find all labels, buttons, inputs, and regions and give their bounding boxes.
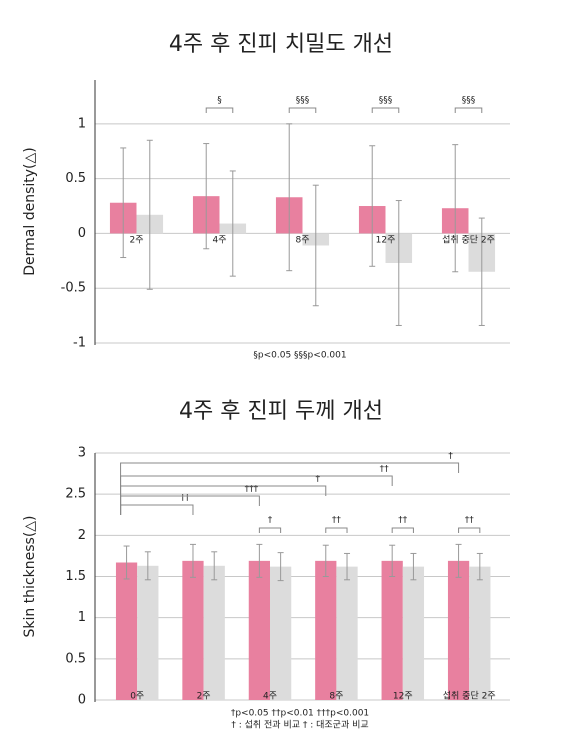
significance-bracket — [454, 107, 483, 113]
x-tick-label: 12주 — [393, 691, 413, 702]
significance-mark: §§§ — [379, 96, 393, 106]
significance-mark: †† — [180, 494, 190, 504]
y-axis-label: Skin thickness(△) — [22, 515, 38, 637]
bar — [115, 562, 138, 700]
x-tick-label: 섭취 중단 2주 — [443, 691, 496, 702]
significance-mark: †† — [398, 516, 408, 526]
significance-mark: † — [268, 516, 273, 526]
significance-mark: †† — [465, 516, 475, 526]
y-tick-label: 1 — [78, 116, 86, 131]
chart-title: 4주 후 진피 두께 개선 — [179, 399, 383, 424]
baseline-bracket — [120, 485, 327, 515]
bar — [381, 560, 403, 700]
x-tick-label: 4주 — [212, 235, 226, 246]
y-tick-label: -1 — [73, 336, 86, 351]
y-tick-label: 2.5 — [65, 487, 86, 502]
bar — [270, 566, 292, 700]
bar — [203, 565, 225, 700]
significance-mark: §§§ — [296, 96, 310, 106]
significance-bracket — [205, 107, 234, 113]
bar — [402, 566, 425, 700]
baseline-bracket — [120, 462, 460, 515]
x-tick-label: 8주 — [329, 691, 343, 702]
bar — [137, 565, 159, 700]
significance-mark: §§§ — [462, 96, 476, 106]
bar — [336, 566, 358, 700]
x-tick-label: 8주 — [295, 235, 309, 246]
significance-bracket — [258, 527, 282, 533]
significance-bracket — [325, 527, 348, 533]
y-tick-label: 0 — [78, 226, 86, 241]
footnote: †p<0.05 ††p<0.01 †††p<0.001 — [231, 709, 369, 719]
chart-title: 4주 후 진피 치밀도 개선 — [169, 32, 393, 57]
x-tick-label: 섭취 중단 2주 — [442, 235, 495, 246]
bar — [469, 566, 491, 700]
x-tick-label: 4주 — [263, 691, 277, 702]
y-tick-label: 1.5 — [65, 569, 86, 584]
significance-bracket — [458, 527, 481, 533]
significance-bracket — [391, 527, 414, 533]
footnote: §p<0.05 §§§p<0.001 — [253, 351, 346, 361]
significance-mark: § — [217, 96, 222, 106]
significance-mark: †† — [332, 516, 342, 526]
x-tick-label: 0주 — [130, 691, 144, 702]
y-tick-label: 1 — [78, 610, 86, 625]
bar — [248, 560, 270, 700]
y-tick-label: 2 — [78, 528, 86, 543]
significance-mark: † — [316, 475, 321, 485]
y-tick-label: -0.5 — [61, 281, 86, 296]
y-tick-label: 0 — [78, 693, 86, 708]
significance-bracket — [288, 107, 317, 113]
significance-mark: †† — [380, 465, 390, 475]
bar — [447, 560, 470, 700]
x-tick-label: 2주 — [129, 235, 143, 246]
y-axis-label: Dermal density(△) — [22, 147, 38, 275]
baseline-bracket — [120, 504, 194, 515]
y-tick-label: 0.5 — [65, 171, 86, 186]
bar — [182, 560, 204, 700]
significance-mark: † — [448, 452, 453, 462]
significance-mark: ††† — [245, 485, 259, 495]
footnote: † : 섭취 전과 비교 † : 대조군과 비교 — [231, 720, 368, 731]
x-tick-label: 12주 — [376, 235, 396, 246]
bar — [315, 560, 337, 700]
y-tick-label: 0.5 — [65, 651, 86, 666]
significance-bracket — [371, 107, 400, 113]
x-tick-label: 2주 — [197, 691, 211, 702]
y-tick-label: 3 — [78, 446, 86, 461]
